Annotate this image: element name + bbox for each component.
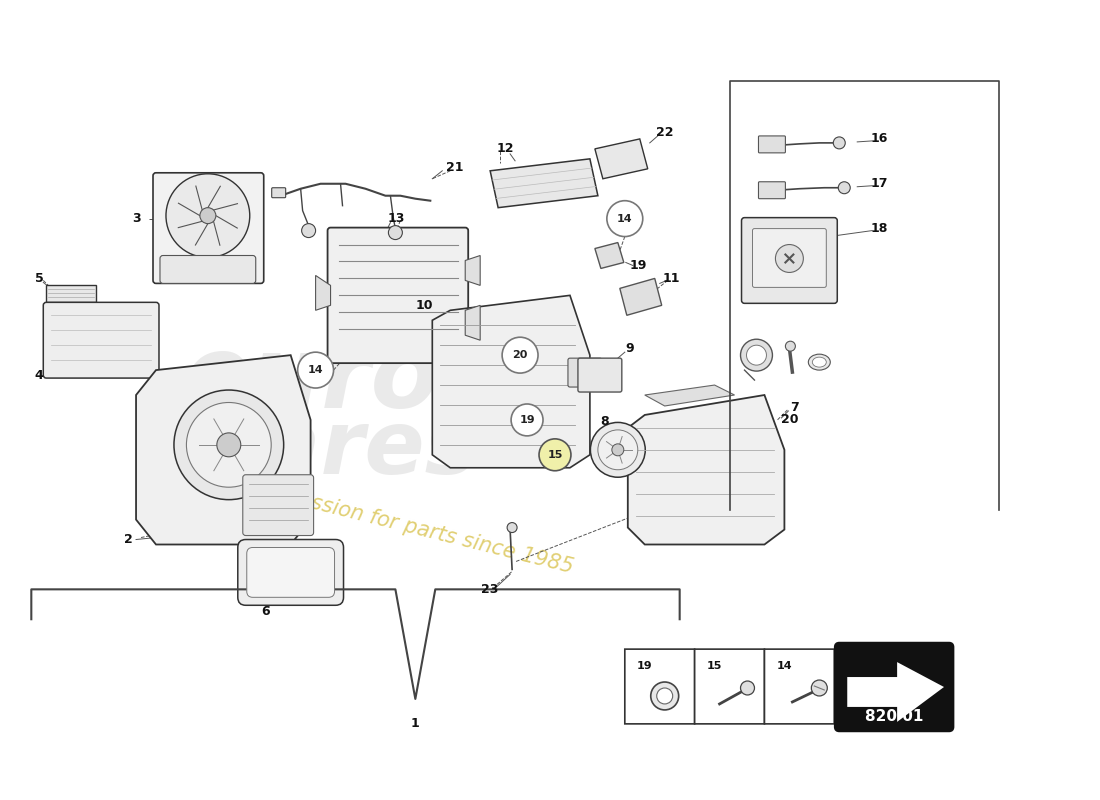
Circle shape — [607, 201, 642, 237]
Text: 19: 19 — [629, 259, 647, 272]
Text: spares: spares — [144, 406, 477, 494]
Circle shape — [502, 338, 538, 373]
FancyBboxPatch shape — [243, 474, 314, 535]
Circle shape — [166, 174, 250, 258]
Circle shape — [785, 342, 795, 351]
Text: 6: 6 — [262, 605, 270, 618]
Text: 17: 17 — [870, 178, 888, 190]
Polygon shape — [136, 355, 310, 545]
Circle shape — [512, 404, 543, 436]
Text: 7: 7 — [790, 402, 799, 414]
Text: 10: 10 — [416, 299, 433, 312]
Circle shape — [301, 224, 316, 238]
Polygon shape — [645, 385, 735, 406]
Text: 820 01: 820 01 — [865, 710, 923, 724]
Polygon shape — [432, 295, 590, 468]
Circle shape — [217, 433, 241, 457]
FancyBboxPatch shape — [625, 649, 694, 724]
Text: 1: 1 — [411, 718, 420, 730]
Text: 9: 9 — [626, 342, 634, 354]
Ellipse shape — [591, 422, 646, 478]
Text: 11: 11 — [663, 272, 681, 285]
FancyBboxPatch shape — [835, 643, 953, 731]
Polygon shape — [847, 662, 944, 722]
Text: 22: 22 — [656, 126, 673, 139]
FancyBboxPatch shape — [741, 218, 837, 303]
Text: 12: 12 — [496, 142, 514, 155]
Ellipse shape — [808, 354, 830, 370]
Text: 21: 21 — [447, 162, 464, 174]
Ellipse shape — [186, 402, 272, 487]
Text: 8: 8 — [601, 415, 609, 429]
FancyBboxPatch shape — [238, 539, 343, 606]
Ellipse shape — [812, 357, 826, 367]
Circle shape — [539, 439, 571, 470]
Polygon shape — [46, 286, 96, 302]
Text: 14: 14 — [777, 661, 792, 671]
FancyBboxPatch shape — [246, 547, 334, 598]
FancyBboxPatch shape — [160, 255, 255, 283]
Circle shape — [651, 682, 679, 710]
Text: 5: 5 — [35, 272, 44, 285]
Circle shape — [834, 137, 845, 149]
Text: 16: 16 — [870, 133, 888, 146]
Ellipse shape — [598, 430, 638, 470]
Circle shape — [776, 245, 803, 273]
FancyBboxPatch shape — [764, 649, 834, 724]
Text: 20: 20 — [781, 414, 799, 426]
Text: euro: euro — [182, 331, 439, 429]
Polygon shape — [595, 139, 648, 178]
Text: 15: 15 — [706, 661, 722, 671]
FancyBboxPatch shape — [752, 229, 826, 287]
Circle shape — [298, 352, 333, 388]
Circle shape — [740, 681, 755, 695]
FancyBboxPatch shape — [568, 358, 602, 387]
Text: 20: 20 — [513, 350, 528, 360]
Polygon shape — [595, 242, 624, 269]
Ellipse shape — [174, 390, 284, 500]
Circle shape — [740, 339, 772, 371]
Circle shape — [507, 522, 517, 533]
Text: 13: 13 — [387, 212, 405, 225]
Circle shape — [200, 208, 216, 224]
Text: 4: 4 — [35, 369, 44, 382]
FancyBboxPatch shape — [43, 302, 159, 378]
FancyBboxPatch shape — [759, 182, 785, 198]
Circle shape — [388, 226, 403, 239]
FancyBboxPatch shape — [694, 649, 764, 724]
Text: 14: 14 — [308, 365, 323, 375]
Polygon shape — [465, 255, 481, 286]
Polygon shape — [491, 159, 598, 208]
Text: 14: 14 — [617, 214, 632, 224]
Circle shape — [657, 688, 673, 704]
FancyBboxPatch shape — [578, 358, 621, 392]
Circle shape — [838, 182, 850, 194]
Circle shape — [812, 680, 827, 696]
FancyBboxPatch shape — [153, 173, 264, 283]
Text: 19: 19 — [519, 415, 535, 425]
Circle shape — [747, 345, 767, 365]
FancyBboxPatch shape — [328, 228, 469, 363]
Text: 19: 19 — [637, 661, 652, 671]
Polygon shape — [619, 278, 662, 315]
FancyBboxPatch shape — [759, 136, 785, 153]
Text: a passion for parts since 1985: a passion for parts since 1985 — [265, 482, 575, 578]
Text: 2: 2 — [123, 533, 132, 546]
FancyBboxPatch shape — [272, 188, 286, 198]
Text: 23: 23 — [482, 583, 498, 596]
Polygon shape — [316, 275, 331, 310]
Text: 15: 15 — [548, 450, 563, 460]
Polygon shape — [628, 395, 784, 545]
Circle shape — [612, 444, 624, 456]
Text: 18: 18 — [870, 222, 888, 235]
Text: 3: 3 — [132, 212, 141, 225]
Polygon shape — [465, 306, 481, 340]
